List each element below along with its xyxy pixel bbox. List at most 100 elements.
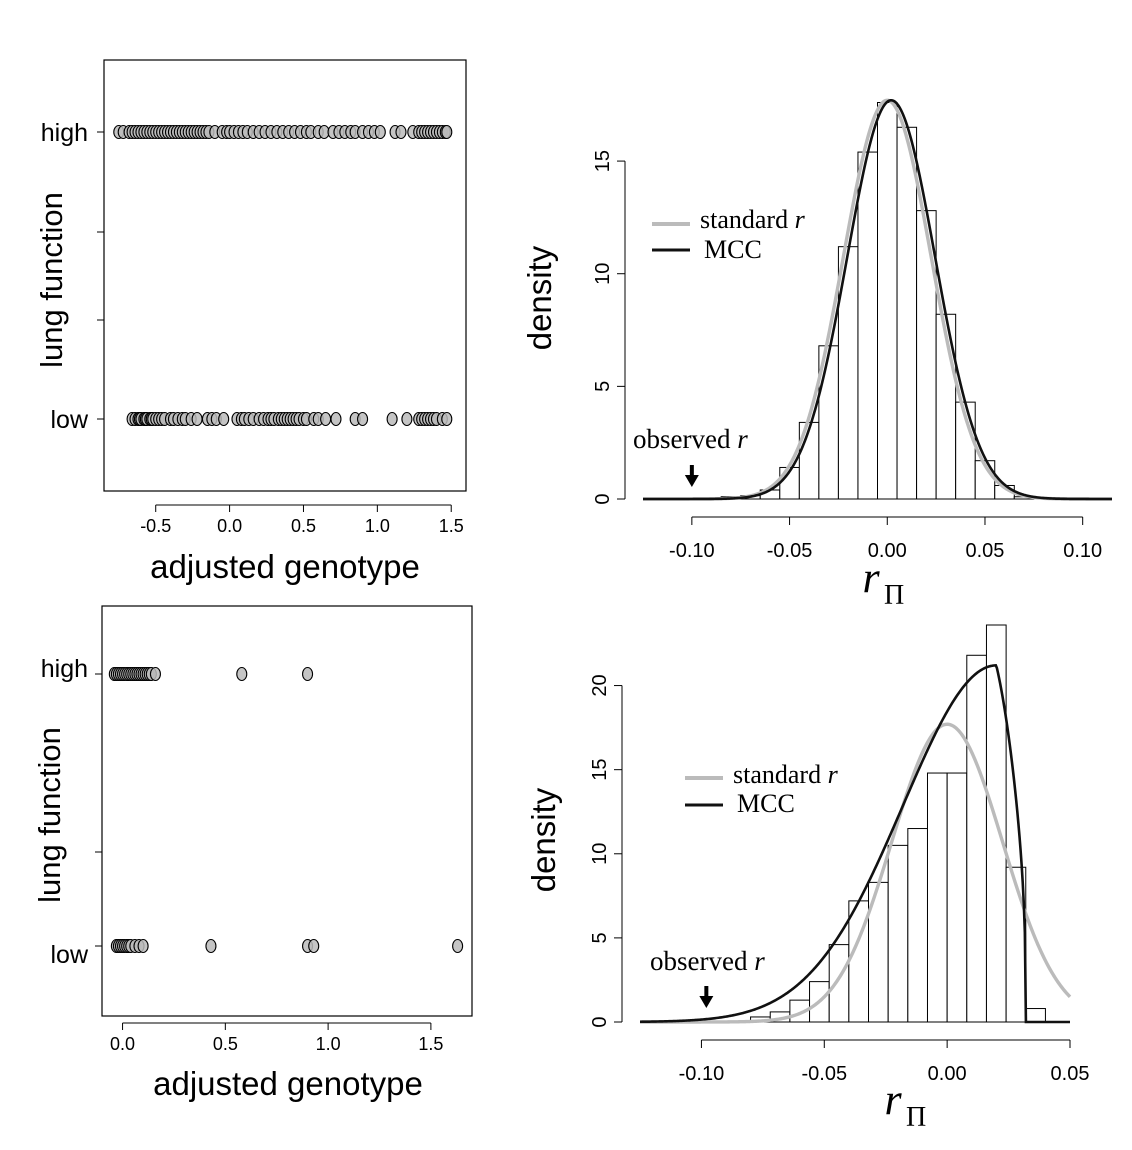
x-axis-label: adjusted genotype [153,1065,423,1102]
x-axis-bottom-scatter: 0.0 0.5 1.0 1.5 [110,1022,443,1054]
y-tick-label: 5 [589,932,611,943]
legend-label-standard: standard r [733,760,839,789]
x-axis: -0.10 -0.05 0.00 0.05 [679,1039,1090,1085]
y-tick-label: 5 [592,381,614,392]
annotation-observed-r: observed r [633,424,748,454]
standard-r-curve [640,722,1072,1024]
scatter-point-low [357,411,369,427]
y-tick-label: 10 [592,263,614,285]
x-tick-label: 0.0 [110,1034,135,1054]
scatter-point-high [302,666,314,682]
scatter-point-low [205,938,217,954]
x-tick-label: 0.00 [928,1063,967,1085]
scatter-point-low [218,411,230,427]
scatter-point-low [320,411,332,427]
legend: standard r MCC [652,205,806,264]
x-tick-label: 1.0 [316,1034,341,1054]
annotation-observed-r: observed r [650,946,765,976]
scatter-panel-top: -0.5 0.0 0.5 1.0 1.5 high low lung function … [34,59,467,585]
y-category-labels: high low [41,119,104,434]
x-tick-label: 0.05 [966,540,1005,562]
x-axis-label-subscript: Π [906,1102,926,1133]
histogram-bar [966,654,987,1023]
x-tick-label: 0.05 [1051,1063,1090,1085]
scatter-point-low [191,411,203,427]
scatter-points [108,666,464,954]
category-label-low: low [50,406,88,434]
plot-frame [101,605,473,1017]
y-tick-label: 10 [589,843,611,865]
mcc-curve [643,98,1112,501]
x-tick-label: -0.10 [669,540,715,562]
scatter-point-low [452,938,464,954]
legend-label-mcc: MCC [737,789,795,818]
x-tick-label: -0.05 [767,540,813,562]
x-axis-label: r [862,553,880,602]
y-tick-label: 0 [589,1016,611,1027]
y-tick-label: 15 [592,150,614,172]
y-axis-label: density [521,245,558,350]
x-axis-label: r [884,1075,902,1124]
histogram-bar [896,126,918,500]
histogram-bar [828,944,850,1023]
y-axis: 0 5 10 15 [592,150,626,505]
scatter-point-high [149,666,161,682]
arrow-head [699,996,714,1008]
legend: standard r MCC [685,760,839,818]
scatter-point-low [137,938,149,954]
scatter-panel-bottom: 0.0 0.5 1.0 1.5 high low lung function adju… [32,605,473,1102]
histogram-bar [887,844,909,1023]
x-tick-label: 0.0 [217,516,242,536]
legend-label-standard: standard r [700,205,806,234]
scatter-point-low [386,411,398,427]
y-axis-label: lung function [34,192,69,368]
mcc-curve [639,664,1070,1024]
x-tick-label: 1.5 [418,1034,443,1054]
scatter-point-low [441,411,453,427]
legend-label-mcc: MCC [704,235,762,264]
arrow-head [684,475,699,487]
histogram-bars [720,102,1035,500]
x-tick-label: 1.5 [439,516,464,536]
x-tick-label: -0.5 [140,516,171,536]
x-tick-label: 0.00 [868,540,907,562]
x-tick-label: 0.5 [291,516,316,536]
x-axis: -0.10 -0.05 0.00 0.05 0.10 [669,516,1102,562]
y-tick-label: 20 [589,674,611,696]
observed-r-arrow [699,986,714,1008]
x-axis-top-scatter: -0.5 0.0 0.5 1.0 1.5 [140,504,464,536]
histogram-bar [1025,1008,1046,1023]
scatter-point-high [374,124,386,140]
x-tick-label: -0.05 [801,1063,847,1085]
observed-r-arrow [684,465,699,487]
x-axis-label-subscript: Π [884,580,904,611]
histogram-bar [916,210,937,500]
y-category-labels: high low [41,655,102,969]
histogram-bar [877,102,898,500]
histogram-bar [946,772,968,1023]
y-axis-label: lung function [32,727,67,903]
scatter-point-high [395,124,407,140]
y-tick-label: 0 [592,493,614,504]
category-label-low: low [50,941,88,969]
category-label-high: high [41,119,88,147]
scatter-points [113,124,453,427]
scatter-point-low [330,411,342,427]
x-tick-label: 0.5 [213,1034,238,1054]
scatter-point-high [236,666,248,682]
scatter-point-low [401,411,413,427]
density-curves [643,98,1112,501]
scatter-point-low [308,938,320,954]
category-label-high: high [41,655,88,683]
x-axis-label: adjusted genotype [150,548,420,585]
scatter-point-high [441,124,453,140]
histogram-bar [907,828,928,1023]
plot-frame [103,59,467,492]
x-tick-label: 0.10 [1063,540,1102,562]
x-tick-label: -0.10 [679,1063,725,1085]
y-axis-label: density [525,787,562,892]
y-tick-label: 15 [589,759,611,781]
